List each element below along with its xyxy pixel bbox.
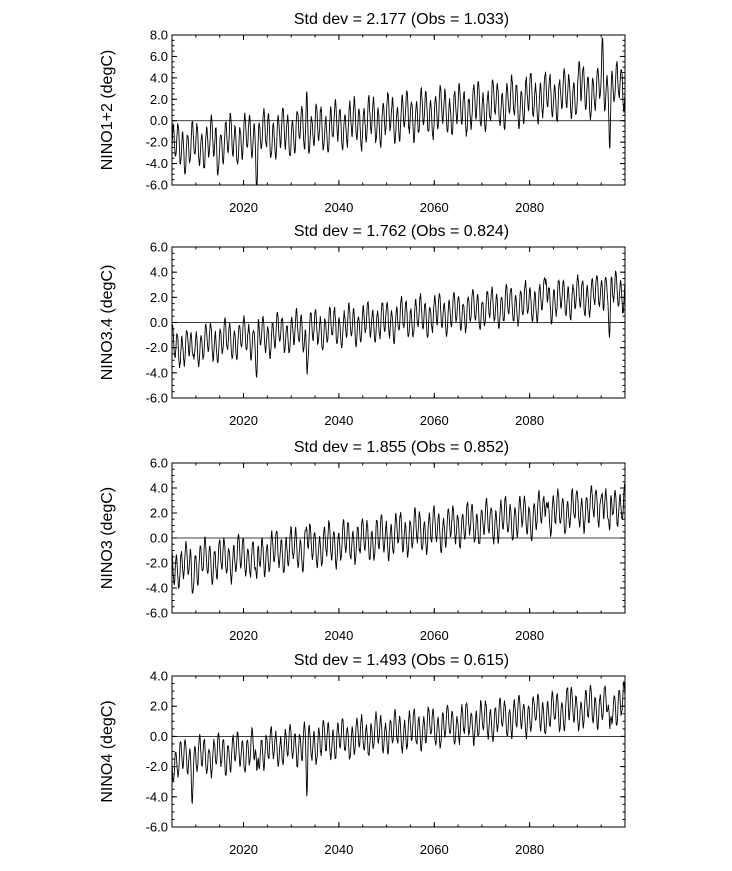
y-tick-label: 6.0 [150,49,168,64]
y-tick-label: -4.0 [146,365,168,380]
y-axis-label: NINO3.4 (degC) [99,265,116,381]
y-tick-label: 0.0 [150,113,168,128]
y-tick-label: 2.0 [150,506,168,521]
y-tick-label: 4.0 [150,481,168,496]
y-tick-label: -2.0 [146,135,168,150]
plot-frame [171,34,626,186]
y-tick-label: 8.0 [150,28,168,43]
panel-3: Std dev = 1.855 (Obs = 0.852) NINO3 (degC… [99,439,626,643]
chart-title: Std dev = 1.855 (Obs = 0.852) [294,439,509,456]
y-tick-label: -2.0 [146,556,168,571]
x-tick-label: 2080 [515,200,544,215]
x-tick-label: 2020 [229,842,258,857]
y-tick-label: -2.0 [146,759,168,774]
y-tick-label: -4.0 [146,156,168,171]
chart-title: Std dev = 2.177 (Obs = 1.033) [294,11,509,28]
x-tick-label: 2060 [420,413,449,428]
x-tick-label: 2040 [324,842,353,857]
y-tick-label: 4.0 [150,669,168,684]
y-axis-label: NINO1+2 (degC) [99,50,116,171]
y-tick-label: 2.0 [150,290,168,305]
y-tick-label: 2.0 [150,699,168,714]
y-tick-label: -2.0 [146,340,168,355]
y-tick-label: -4.0 [146,581,168,596]
y-tick-label: -6.0 [146,178,168,193]
x-tick-label: 2040 [324,413,353,428]
y-tick-label: -6.0 [146,391,168,406]
x-tick-label: 2040 [324,628,353,643]
plot-frame [171,675,626,828]
y-tick-label: 0.0 [150,531,168,546]
x-tick-label: 2080 [515,413,544,428]
y-tick-label: 6.0 [150,456,168,471]
y-axis-label: NINO3 (degC) [99,487,116,589]
x-tick-label: 2060 [420,628,449,643]
y-tick-label: 4.0 [150,265,168,280]
panel-1: Std dev = 2.177 (Obs = 1.033) NINO1+2 (de… [99,11,626,215]
x-tick-label: 2020 [229,200,258,215]
y-tick-label: -6.0 [146,820,168,835]
y-axis-label: NINO4 (degC) [99,700,116,802]
x-tick-label: 2040 [324,200,353,215]
x-tick-label: 2020 [229,628,258,643]
x-tick-label: 2060 [420,842,449,857]
panel-2: Std dev = 1.762 (Obs = 0.824) NINO3.4 (de… [99,223,626,428]
y-tick-label: 0.0 [150,315,168,330]
y-tick-label: -6.0 [146,606,168,621]
y-tick-label: 4.0 [150,70,168,85]
x-tick-label: 2060 [420,200,449,215]
y-tick-label: 2.0 [150,92,168,107]
x-tick-label: 2080 [515,628,544,643]
series-line [171,37,626,186]
x-tick-label: 2080 [515,842,544,857]
chart-title: Std dev = 1.762 (Obs = 0.824) [294,223,509,240]
chart-title: Std dev = 1.493 (Obs = 0.615) [294,652,509,669]
panel-4: Std dev = 1.493 (Obs = 0.615) NINO4 (degC… [99,652,626,857]
y-tick-label: -4.0 [146,789,168,804]
y-tick-label: 0.0 [150,729,168,744]
series-line [171,270,626,378]
series-line [171,482,626,594]
series-line [171,681,626,804]
x-tick-label: 2020 [229,413,258,428]
y-tick-label: 6.0 [150,240,168,255]
